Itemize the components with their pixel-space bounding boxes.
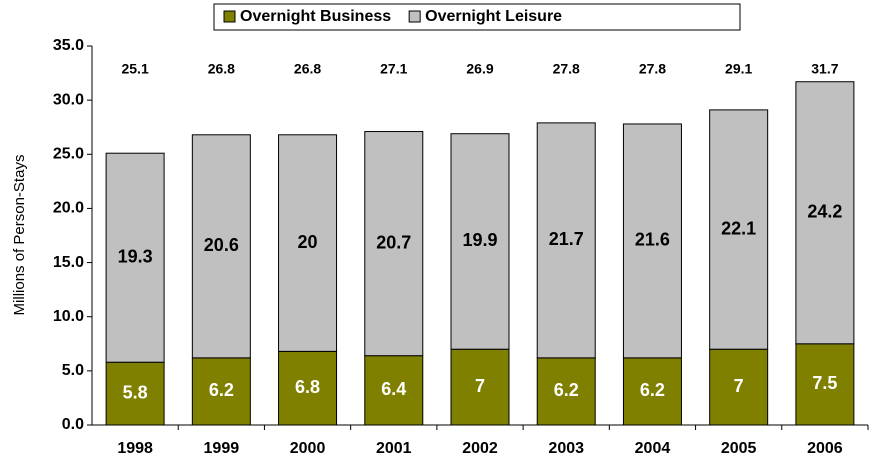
- legend-box: [213, 3, 741, 31]
- x-tick-label: 2004: [635, 440, 671, 457]
- bar-segment: [191, 134, 251, 359]
- y-tick-label: 15.0: [53, 254, 84, 271]
- total-label: 25.1: [121, 61, 148, 77]
- x-tick-label: 2003: [548, 440, 584, 457]
- total-label: 31.7: [811, 61, 838, 77]
- legend-label: Overnight Leisure: [425, 8, 562, 25]
- y-tick-label: 25.0: [53, 146, 84, 163]
- bar-segment: [191, 357, 251, 426]
- value-label: 22.1: [721, 218, 756, 238]
- y-tick-label: 10.0: [53, 308, 84, 325]
- bar-segment: [364, 131, 424, 357]
- y-tick-label: 35.0: [53, 37, 84, 54]
- bar-segment: [795, 81, 855, 345]
- total-label: 26.8: [294, 61, 321, 77]
- value-label: 5.8: [123, 382, 148, 402]
- value-label: 7: [734, 376, 744, 396]
- value-label: 24.2: [807, 202, 842, 222]
- x-tick-label: 1998: [117, 440, 153, 457]
- bar-segment: [536, 357, 596, 426]
- value-label: 6.2: [640, 380, 665, 400]
- x-tick-label: 2002: [462, 440, 498, 457]
- x-tick-label: 2000: [290, 440, 326, 457]
- bar-segment: [536, 122, 596, 359]
- total-label: 27.8: [639, 61, 666, 77]
- bar-segment: [364, 355, 424, 426]
- x-tick-label: 2001: [376, 440, 412, 457]
- x-tick-label: 2006: [807, 440, 843, 457]
- bar-segment: [278, 134, 338, 352]
- value-label: 7.5: [812, 373, 837, 393]
- value-label: 19.3: [118, 246, 153, 266]
- y-tick-label: 20.0: [53, 200, 84, 217]
- total-label: 27.8: [553, 61, 580, 77]
- value-label: 20.7: [376, 232, 411, 252]
- x-tick-label: 1999: [204, 440, 240, 457]
- x-tick-label: 2005: [721, 440, 757, 457]
- bar-segment: [622, 123, 682, 359]
- y-tick-label: 0.0: [62, 416, 84, 433]
- bar-segment: [709, 109, 769, 350]
- bar-segment: [622, 357, 682, 426]
- value-label: 20.6: [204, 235, 239, 255]
- value-label: 20: [298, 232, 318, 252]
- value-label: 21.7: [549, 229, 584, 249]
- value-label: 7: [475, 376, 485, 396]
- value-label: 6.8: [295, 377, 320, 397]
- legend-swatch: [223, 10, 236, 23]
- legend-label: Overnight Business: [240, 8, 391, 25]
- value-label: 19.9: [462, 230, 497, 250]
- value-label: 21.6: [635, 230, 670, 250]
- bar-segment: [450, 133, 510, 350]
- bar-segment: [709, 348, 769, 426]
- value-label: 6.2: [554, 380, 579, 400]
- value-label: 6.4: [381, 379, 406, 399]
- y-tick-label: 30.0: [53, 91, 84, 108]
- y-tick-label: 5.0: [62, 362, 84, 379]
- value-label: 6.2: [209, 380, 234, 400]
- legend-swatch: [408, 10, 421, 23]
- y-axis-label: Millions of Person-Stays: [11, 155, 28, 316]
- total-label: 26.8: [208, 61, 235, 77]
- total-label: 27.1: [380, 61, 407, 77]
- total-label: 26.9: [466, 61, 493, 77]
- bar-segment: [105, 152, 165, 363]
- total-label: 29.1: [725, 61, 752, 77]
